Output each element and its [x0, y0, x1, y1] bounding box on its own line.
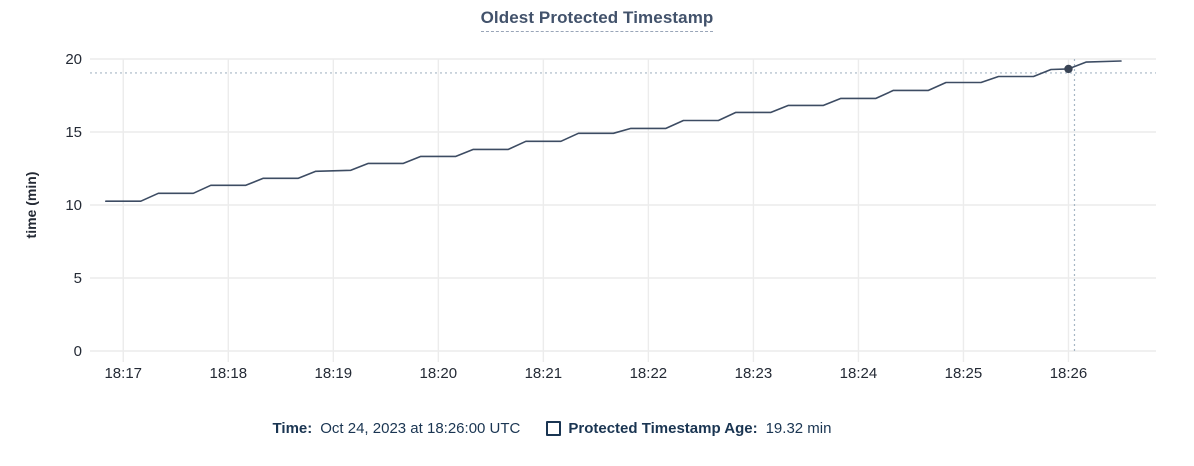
x-tick-label: 18:26 — [1050, 365, 1088, 382]
legend-time-label: Time: — [272, 419, 313, 437]
chart-title[interactable]: Oldest Protected Timestamp — [480, 8, 714, 32]
series-toggle-checkbox[interactable] — [546, 420, 562, 436]
x-tick-label: 18:22 — [630, 365, 668, 382]
y-tick-label: 20 — [65, 51, 82, 68]
legend-series-label: Protected Timestamp Age: — [568, 419, 758, 437]
legend-time-value: Oct 24, 2023 at 18:26:00 UTC — [320, 419, 521, 437]
x-tick-label: 18:24 — [840, 365, 878, 382]
chart-title-row: Oldest Protected Timestamp — [0, 8, 1194, 32]
x-tick-label: 18:18 — [210, 365, 248, 382]
y-tick-label: 15 — [65, 124, 82, 141]
y-tick-label: 5 — [74, 270, 82, 287]
x-tick-label: 18:20 — [420, 365, 458, 382]
legend-series-value: 19.32 min — [765, 419, 832, 437]
y-tick-label: 0 — [74, 343, 82, 360]
hover-legend: Time: Oct 24, 2023 at 18:26:00 UTC Prote… — [0, 412, 1194, 444]
x-tick-label: 18:23 — [735, 365, 773, 382]
y-tick-label: 10 — [65, 197, 82, 214]
series-line-protected-timestamp-age[interactable] — [105, 60, 1122, 202]
plot-area[interactable]: 0 5 10 15 20 18:17 18:18 18:19 18:20 18:21 18:22 18… — [0, 0, 1194, 400]
hover-point-dot — [1064, 64, 1073, 74]
x-tick-label: 18:21 — [525, 365, 563, 382]
x-tick-label: 18:17 — [104, 365, 142, 382]
x-tick-label: 18:25 — [945, 365, 983, 382]
x-tick-label: 18:19 — [315, 365, 353, 382]
